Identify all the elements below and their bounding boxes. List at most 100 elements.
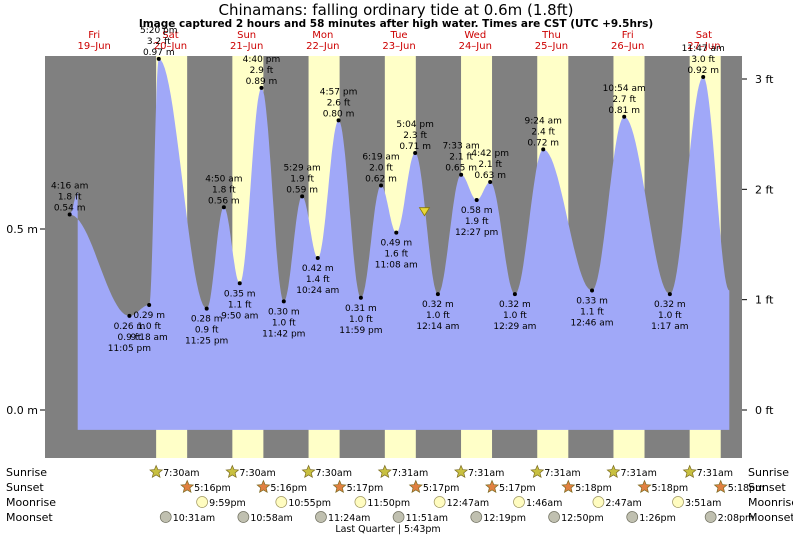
moonset-time: 11:24am	[328, 513, 370, 524]
sunrise-time: 7:31am	[544, 468, 580, 479]
sunset-icon	[408, 479, 423, 494]
tide-label: 11:47 am	[682, 44, 725, 54]
day-date-label: 21–Jun	[230, 41, 263, 52]
tide-label: 1.0 ft	[658, 311, 682, 321]
moonrise-time: 9:59pm	[209, 498, 246, 509]
tide-label: 0.9 ft	[195, 326, 219, 336]
moonset-icon	[392, 511, 405, 523]
y-right-tick-label: 2 ft	[755, 183, 774, 196]
tide-label: 1.9 ft	[465, 217, 489, 227]
tide-point	[336, 118, 341, 123]
tide-label: 2.0 ft	[369, 164, 393, 174]
moonrise-icon	[275, 496, 288, 508]
moonset-icon	[315, 511, 327, 523]
tide-label: 11:59 pm	[339, 326, 382, 336]
sunrise-time: 7:30am	[316, 468, 352, 479]
sunset-time: 5:16pm	[194, 483, 231, 494]
row-label-sunset: Sunset	[6, 481, 44, 494]
sun-icon	[225, 464, 240, 479]
day-date-label: 23–Jun	[382, 41, 415, 52]
moon-phase-label: Last Quarter | 5:43pm	[335, 524, 440, 535]
tide-label: 1.8 ft	[212, 185, 236, 195]
tide-label: 11:42 pm	[262, 329, 305, 339]
tide-label: 0.42 m	[302, 264, 334, 274]
tide-label: 5:04 pm	[396, 120, 434, 130]
tide-label: 0.30 m	[268, 307, 300, 317]
tide-label: 0.92 m	[687, 66, 719, 76]
tide-label: 9:18 am	[130, 333, 167, 343]
tide-label: 1.0 ft	[503, 311, 527, 321]
tide-label: 12:14 am	[416, 322, 459, 332]
tide-point	[394, 230, 399, 235]
day-date-label: 24–Jun	[459, 41, 492, 52]
tide-label: 2.4 ft	[531, 127, 555, 137]
tide-label: 0.65 m	[445, 164, 477, 174]
row-label-moonset: Moonset	[6, 511, 53, 524]
tide-point	[127, 313, 132, 318]
tide-label: 0.33 m	[576, 297, 608, 307]
chart-subtitle: Image captured 2 hours and 58 minutes af…	[139, 18, 653, 30]
tide-label: 12:29 am	[493, 322, 536, 332]
sun-icon	[530, 464, 545, 479]
tide-label: 4:57 pm	[320, 87, 358, 97]
tide-label: 3.0 ft	[691, 55, 715, 65]
sunset-icon	[713, 479, 728, 494]
moonset-time: 10:31am	[173, 513, 215, 524]
sun-icon	[454, 464, 469, 479]
tide-point	[156, 56, 161, 61]
current-time-marker	[418, 207, 431, 217]
tide-label: 0.81 m	[608, 106, 640, 116]
tide-label: 7:33 am	[442, 142, 479, 152]
tide-label: 11:25 pm	[185, 337, 228, 347]
tide-point	[300, 194, 305, 199]
moonset-icon	[237, 511, 250, 523]
day-date-label: 26–Jun	[611, 41, 644, 52]
tide-label: 2.9 ft	[250, 66, 274, 76]
tide-point	[237, 281, 242, 286]
tide-point	[590, 288, 595, 293]
tide-label: 0.32 m	[654, 300, 686, 310]
sunset-icon	[561, 479, 576, 494]
tide-point	[221, 205, 226, 210]
day-name-label: Sat	[162, 30, 178, 41]
sun-icon	[301, 464, 316, 479]
tide-label: 1.1 ft	[228, 300, 252, 310]
tide-label: 0.58 m	[461, 206, 493, 216]
plot-area	[45, 56, 742, 458]
sunrise-time: 7:31am	[697, 468, 733, 479]
sun-icon	[149, 464, 164, 479]
day-name-label: Fri	[88, 30, 100, 41]
day-name-label: Sat	[696, 30, 712, 41]
moonset-time: 12:50pm	[561, 513, 604, 524]
tide-label: 2.1 ft	[449, 153, 473, 163]
day-name-label: Wed	[464, 30, 486, 41]
row-label-moonrise-right: Moonrise	[748, 496, 793, 509]
day-date-label: 20–Jun	[154, 41, 187, 52]
tide-label: 2.6 ft	[327, 98, 351, 108]
sun-icon	[682, 464, 697, 479]
moonset-time: 2:08pm	[718, 513, 755, 524]
tide-label: 0.32 m	[422, 300, 454, 310]
day-name-label: Mon	[312, 30, 333, 41]
sunrise-time: 7:30am	[163, 468, 199, 479]
tide-label: 1.0 ft	[349, 315, 373, 325]
moonset-time: 10:58am	[250, 513, 292, 524]
tide-point	[541, 147, 546, 152]
tide-label: 0.35 m	[224, 289, 256, 299]
moonrise-time: 12:47am	[447, 498, 489, 509]
tide-label: 0.72 m	[527, 138, 559, 148]
tide-point	[67, 212, 72, 217]
sunset-icon	[332, 479, 347, 494]
day-date-label: 22–Jun	[306, 41, 339, 52]
moonrise-time: 3:51am	[685, 498, 721, 509]
tide-label: 0.9 ft	[118, 333, 142, 343]
y-left-tick-label: 0.0 m	[6, 404, 38, 417]
tide-label: 5:20 pm	[140, 26, 178, 36]
sunset-icon	[485, 479, 500, 494]
tide-point	[474, 198, 479, 203]
tide-point	[315, 255, 320, 260]
axes: 0.0 m 0.5 m 0 ft 1 ft 2 ft 3 ft	[6, 73, 774, 417]
tide-label: 2.1 ft	[478, 160, 502, 170]
row-label-sunset-right: Sunset	[748, 481, 786, 494]
sunset-icon	[637, 479, 652, 494]
